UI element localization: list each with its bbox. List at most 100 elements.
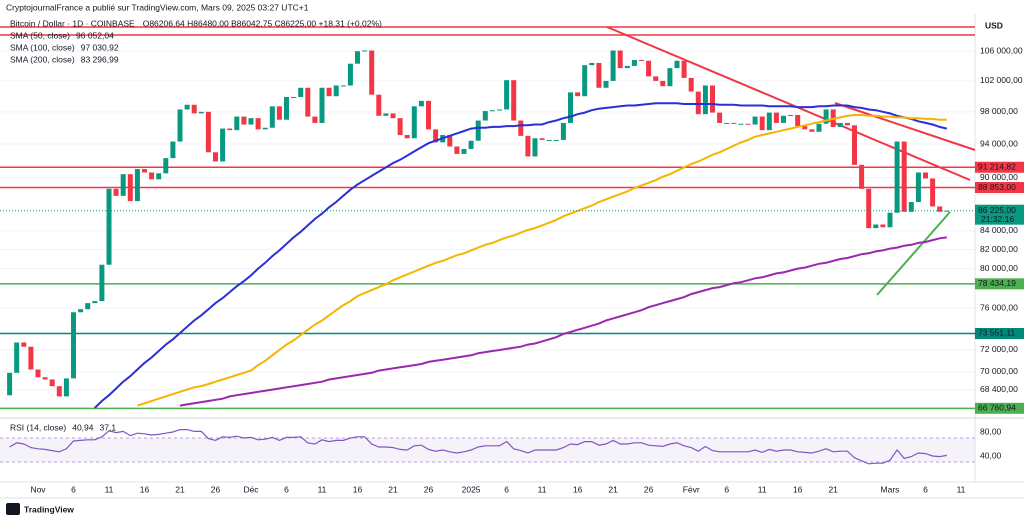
candle-body — [113, 188, 119, 196]
candle-body — [49, 379, 55, 387]
candle-body — [63, 378, 69, 397]
candle-body — [859, 164, 865, 189]
candle-body — [383, 113, 389, 116]
candle-body — [142, 169, 147, 173]
candle-body — [504, 80, 510, 110]
candle-body — [262, 127, 268, 130]
level-label-box — [975, 161, 1024, 173]
candle-body — [7, 372, 13, 396]
candle-body — [191, 104, 197, 114]
line — [179, 236, 947, 407]
candle-body — [511, 80, 517, 121]
candle-body — [915, 172, 921, 203]
candle-body — [560, 122, 566, 140]
candle-body — [404, 135, 410, 139]
countdown: 21:32:16 — [981, 214, 1014, 224]
trend-line — [606, 26, 971, 181]
candle-body — [241, 116, 247, 125]
x-tick-label: 21 — [828, 484, 838, 494]
candle-body — [433, 129, 439, 143]
candle-body — [653, 76, 659, 81]
candle-body — [319, 87, 325, 123]
candle-body — [149, 172, 155, 180]
candle-body — [837, 122, 843, 127]
legend-name: SMA (100, close) — [10, 42, 75, 52]
y-tick-label: 98 000,00 — [980, 106, 1018, 116]
candle-body — [781, 115, 786, 123]
candle-body — [731, 122, 737, 124]
legend-value: 83 296,99 — [81, 54, 119, 64]
candle-body — [944, 210, 950, 212]
level-label: 66 760,94 — [978, 403, 1016, 413]
legend-value: 97 030,92 — [81, 42, 119, 52]
x-tick-label: 16 — [573, 484, 583, 494]
candle-body — [724, 122, 730, 124]
candle-body — [894, 141, 900, 213]
candle-body — [773, 112, 779, 123]
level-label-box — [975, 278, 1024, 290]
trend-line — [876, 211, 951, 296]
candle-body — [617, 50, 623, 69]
y-tick-label: 106 000,00 — [980, 45, 1023, 55]
candle-body — [930, 178, 936, 207]
candle-body — [688, 77, 694, 92]
candle-body — [468, 140, 474, 149]
candle-body — [589, 62, 595, 66]
y-tick-label: 82 000,00 — [980, 244, 1018, 254]
candle-body — [426, 100, 431, 130]
candle-body — [852, 125, 857, 165]
x-tick-label: Févr — [683, 484, 700, 494]
candle-body — [489, 110, 495, 112]
x-tick-label: 21 — [388, 484, 398, 494]
candle-body — [475, 120, 481, 141]
candle-body — [887, 212, 893, 228]
candle-body — [170, 141, 176, 159]
candle-body — [376, 94, 382, 116]
candle-body — [227, 128, 233, 131]
rsi-tick-label: 80,00 — [980, 426, 1002, 436]
candle-body — [134, 169, 140, 202]
candle-body — [269, 106, 275, 128]
candle-body — [326, 87, 332, 97]
candle-body — [284, 96, 289, 120]
x-tick-label: 11 — [758, 484, 767, 494]
level-label: 73 551,11 — [978, 328, 1015, 338]
candle-body — [312, 116, 318, 123]
candle-body — [447, 135, 453, 147]
legend-name: SMA (200, close) — [10, 54, 75, 64]
level-label-box — [975, 327, 1024, 339]
rsi-legend-name: RSI (14, close) — [10, 422, 66, 432]
candle-body — [71, 312, 76, 379]
candle-body — [418, 100, 424, 107]
candle-body — [28, 346, 34, 370]
x-tick-label: 26 — [424, 484, 434, 494]
candle-body — [738, 123, 744, 125]
candle-body — [553, 139, 559, 141]
candle-body — [923, 172, 928, 179]
candle-body — [497, 109, 502, 111]
candle-body — [667, 68, 673, 87]
candle-body — [291, 96, 297, 98]
y-tick-label: 68 400,00 — [980, 384, 1018, 394]
candle-body — [454, 146, 460, 154]
line — [137, 114, 947, 407]
x-tick-label: 16 — [353, 484, 363, 494]
candle-body — [397, 118, 403, 136]
candle-body — [99, 264, 105, 302]
x-tick-label: 6 — [504, 484, 509, 494]
candle-body — [369, 50, 375, 95]
candle-body — [745, 123, 751, 125]
logo — [6, 503, 20, 515]
x-tick-label: Déc — [243, 484, 259, 494]
x-tick-label: 6 — [923, 484, 928, 494]
x-tick-label: 16 — [793, 484, 803, 494]
candle-body — [92, 301, 98, 304]
candle-body — [610, 50, 616, 81]
level-label-box — [975, 402, 1024, 414]
level-label: 91 214,82 — [978, 161, 1016, 171]
candle-body — [624, 65, 630, 69]
candle-body — [42, 377, 48, 380]
currency: USD — [985, 20, 1003, 30]
x-tick-label: Mars — [881, 484, 900, 494]
